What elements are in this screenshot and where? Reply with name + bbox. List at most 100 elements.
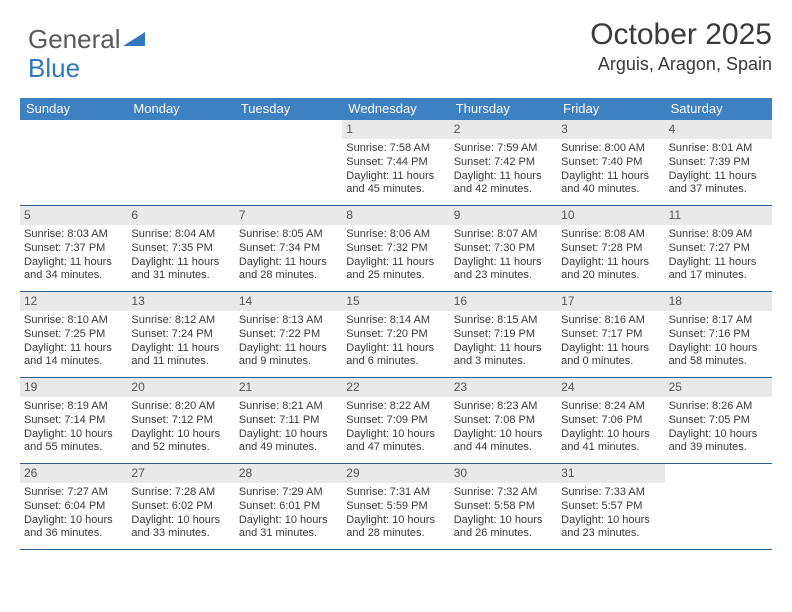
daylight-text: and 34 minutes. — [24, 269, 123, 283]
daylight-text: and 9 minutes. — [239, 355, 338, 369]
day-number: 25 — [665, 378, 772, 397]
calendar-day: 18Sunrise: 8:17 AMSunset: 7:16 PMDayligh… — [665, 292, 772, 377]
calendar-day: 4Sunrise: 8:01 AMSunset: 7:39 PMDaylight… — [665, 120, 772, 205]
daylight-text: Daylight: 10 hours — [24, 514, 123, 528]
calendar-day: 15Sunrise: 8:14 AMSunset: 7:20 PMDayligh… — [342, 292, 449, 377]
day-number: 30 — [450, 464, 557, 483]
title-block: October 2025 Arguis, Aragon, Spain — [590, 18, 772, 75]
daylight-text: Daylight: 11 hours — [346, 342, 445, 356]
calendar-day: 29Sunrise: 7:31 AMSunset: 5:59 PMDayligh… — [342, 464, 449, 549]
daylight-text: and 44 minutes. — [454, 441, 553, 455]
sunset-text: Sunset: 7:37 PM — [24, 242, 123, 256]
daylight-text: and 40 minutes. — [561, 183, 660, 197]
calendar-week: 12Sunrise: 8:10 AMSunset: 7:25 PMDayligh… — [20, 292, 772, 378]
daylight-text: and 3 minutes. — [454, 355, 553, 369]
daylight-text: and 45 minutes. — [346, 183, 445, 197]
sunset-text: Sunset: 7:22 PM — [239, 328, 338, 342]
daylight-text: and 36 minutes. — [24, 527, 123, 541]
sunrise-text: Sunrise: 8:17 AM — [669, 314, 768, 328]
day-number: 15 — [342, 292, 449, 311]
sunset-text: Sunset: 7:17 PM — [561, 328, 660, 342]
daylight-text: Daylight: 11 hours — [561, 342, 660, 356]
daylight-text: Daylight: 10 hours — [346, 514, 445, 528]
daylight-text: Daylight: 10 hours — [131, 428, 230, 442]
daylight-text: Daylight: 10 hours — [454, 428, 553, 442]
calendar-day: 21Sunrise: 8:21 AMSunset: 7:11 PMDayligh… — [235, 378, 342, 463]
weekday-sat: Saturday — [665, 98, 772, 120]
day-number: 21 — [235, 378, 342, 397]
sunrise-text: Sunrise: 7:59 AM — [454, 142, 553, 156]
calendar-empty-cell — [20, 120, 127, 205]
calendar-body: 1Sunrise: 7:58 AMSunset: 7:44 PMDaylight… — [20, 120, 772, 550]
daylight-text: and 47 minutes. — [346, 441, 445, 455]
daylight-text: Daylight: 10 hours — [561, 428, 660, 442]
calendar-day: 16Sunrise: 8:15 AMSunset: 7:19 PMDayligh… — [450, 292, 557, 377]
daylight-text: and 31 minutes. — [131, 269, 230, 283]
sunset-text: Sunset: 7:27 PM — [669, 242, 768, 256]
daylight-text: and 37 minutes. — [669, 183, 768, 197]
calendar-day: 20Sunrise: 8:20 AMSunset: 7:12 PMDayligh… — [127, 378, 234, 463]
daylight-text: Daylight: 11 hours — [24, 256, 123, 270]
daylight-text: Daylight: 10 hours — [346, 428, 445, 442]
daylight-text: and 28 minutes. — [239, 269, 338, 283]
calendar-day: 11Sunrise: 8:09 AMSunset: 7:27 PMDayligh… — [665, 206, 772, 291]
sunset-text: Sunset: 7:12 PM — [131, 414, 230, 428]
day-number: 13 — [127, 292, 234, 311]
calendar-day: 9Sunrise: 8:07 AMSunset: 7:30 PMDaylight… — [450, 206, 557, 291]
sunrise-text: Sunrise: 8:14 AM — [346, 314, 445, 328]
sunrise-text: Sunrise: 8:09 AM — [669, 228, 768, 242]
day-number: 6 — [127, 206, 234, 225]
day-number: 14 — [235, 292, 342, 311]
sunrise-text: Sunrise: 8:12 AM — [131, 314, 230, 328]
weekday-sun: Sunday — [20, 98, 127, 120]
day-number: 12 — [20, 292, 127, 311]
weekday-tue: Tuesday — [235, 98, 342, 120]
calendar-day: 28Sunrise: 7:29 AMSunset: 6:01 PMDayligh… — [235, 464, 342, 549]
sunset-text: Sunset: 7:11 PM — [239, 414, 338, 428]
sunset-text: Sunset: 7:40 PM — [561, 156, 660, 170]
sunset-text: Sunset: 7:44 PM — [346, 156, 445, 170]
weekday-thu: Thursday — [450, 98, 557, 120]
sunset-text: Sunset: 5:57 PM — [561, 500, 660, 514]
sunrise-text: Sunrise: 8:22 AM — [346, 400, 445, 414]
calendar-day: 23Sunrise: 8:23 AMSunset: 7:08 PMDayligh… — [450, 378, 557, 463]
sunset-text: Sunset: 7:05 PM — [669, 414, 768, 428]
calendar-day: 25Sunrise: 8:26 AMSunset: 7:05 PMDayligh… — [665, 378, 772, 463]
sunrise-text: Sunrise: 7:33 AM — [561, 486, 660, 500]
calendar-day: 5Sunrise: 8:03 AMSunset: 7:37 PMDaylight… — [20, 206, 127, 291]
sunset-text: Sunset: 7:19 PM — [454, 328, 553, 342]
sunset-text: Sunset: 7:24 PM — [131, 328, 230, 342]
location-label: Arguis, Aragon, Spain — [590, 54, 772, 75]
daylight-text: and 28 minutes. — [346, 527, 445, 541]
sunrise-text: Sunrise: 8:13 AM — [239, 314, 338, 328]
sunset-text: Sunset: 7:42 PM — [454, 156, 553, 170]
day-number: 2 — [450, 120, 557, 139]
daylight-text: Daylight: 10 hours — [131, 514, 230, 528]
sunset-text: Sunset: 7:16 PM — [669, 328, 768, 342]
sunrise-text: Sunrise: 7:31 AM — [346, 486, 445, 500]
calendar-day: 7Sunrise: 8:05 AMSunset: 7:34 PMDaylight… — [235, 206, 342, 291]
sunrise-text: Sunrise: 8:15 AM — [454, 314, 553, 328]
day-number: 28 — [235, 464, 342, 483]
sunrise-text: Sunrise: 7:27 AM — [24, 486, 123, 500]
daylight-text: and 49 minutes. — [239, 441, 338, 455]
daylight-text: Daylight: 11 hours — [239, 256, 338, 270]
daylight-text: and 6 minutes. — [346, 355, 445, 369]
calendar-day: 17Sunrise: 8:16 AMSunset: 7:17 PMDayligh… — [557, 292, 664, 377]
daylight-text: and 17 minutes. — [669, 269, 768, 283]
sunrise-text: Sunrise: 8:10 AM — [24, 314, 123, 328]
month-title: October 2025 — [590, 18, 772, 52]
calendar-day: 26Sunrise: 7:27 AMSunset: 6:04 PMDayligh… — [20, 464, 127, 549]
sunset-text: Sunset: 7:28 PM — [561, 242, 660, 256]
sunset-text: Sunset: 7:09 PM — [346, 414, 445, 428]
logo: General — [28, 24, 145, 55]
daylight-text: and 41 minutes. — [561, 441, 660, 455]
calendar-empty-cell — [235, 120, 342, 205]
sunset-text: Sunset: 6:01 PM — [239, 500, 338, 514]
day-number: 29 — [342, 464, 449, 483]
day-number: 23 — [450, 378, 557, 397]
calendar-week: 26Sunrise: 7:27 AMSunset: 6:04 PMDayligh… — [20, 464, 772, 550]
sunset-text: Sunset: 7:08 PM — [454, 414, 553, 428]
calendar-day: 24Sunrise: 8:24 AMSunset: 7:06 PMDayligh… — [557, 378, 664, 463]
sunset-text: Sunset: 5:58 PM — [454, 500, 553, 514]
